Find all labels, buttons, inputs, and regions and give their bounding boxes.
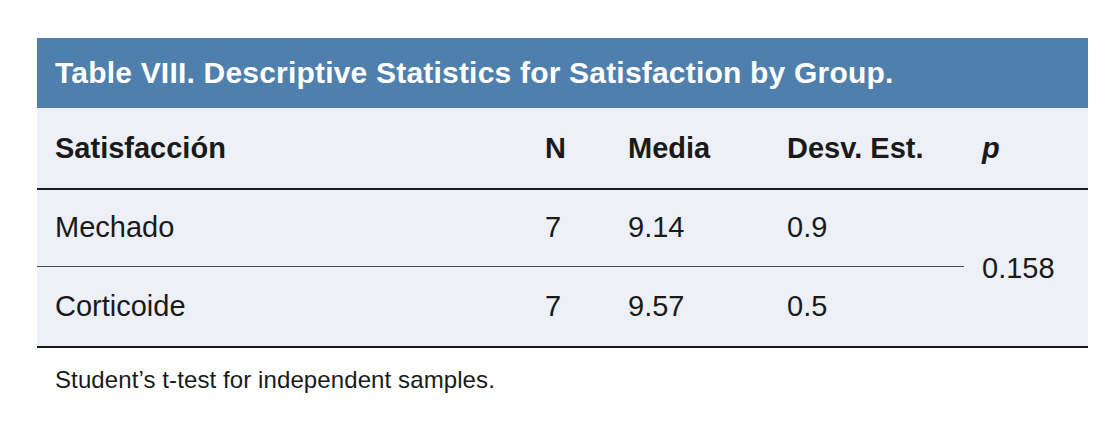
- cell-p-value: 0.158: [964, 189, 1088, 347]
- table-header-row: Satisfacción N Media Desv. Est. p: [37, 108, 1088, 189]
- cell-sd: 0.5: [769, 266, 964, 347]
- table-row: Corticoide 7 9.57 0.5: [37, 266, 1088, 347]
- cell-sd: 0.9: [769, 189, 964, 266]
- cell-group: Mechado: [37, 189, 527, 266]
- table-footnote: Student’s t-test for independent samples…: [55, 366, 1088, 394]
- cell-n: 7: [527, 266, 610, 347]
- column-header-n: N: [527, 108, 610, 189]
- statistics-table: Satisfacción N Media Desv. Est. p Mechad…: [37, 108, 1088, 348]
- column-header-mean: Media: [610, 108, 769, 189]
- column-header-group: Satisfacción: [37, 108, 527, 189]
- statistics-table-figure: Table VIII. Descriptive Statistics for S…: [37, 38, 1088, 394]
- column-header-sd: Desv. Est.: [769, 108, 964, 189]
- cell-group: Corticoide: [37, 266, 527, 347]
- table-row: Mechado 7 9.14 0.9 0.158: [37, 189, 1088, 266]
- cell-mean: 9.57: [610, 266, 769, 347]
- cell-mean: 9.14: [610, 189, 769, 266]
- page: Table VIII. Descriptive Statistics for S…: [0, 0, 1113, 431]
- cell-n: 7: [527, 189, 610, 266]
- table-title: Table VIII. Descriptive Statistics for S…: [55, 56, 894, 90]
- table-title-bar: Table VIII. Descriptive Statistics for S…: [37, 38, 1088, 108]
- column-header-p: p: [964, 108, 1088, 189]
